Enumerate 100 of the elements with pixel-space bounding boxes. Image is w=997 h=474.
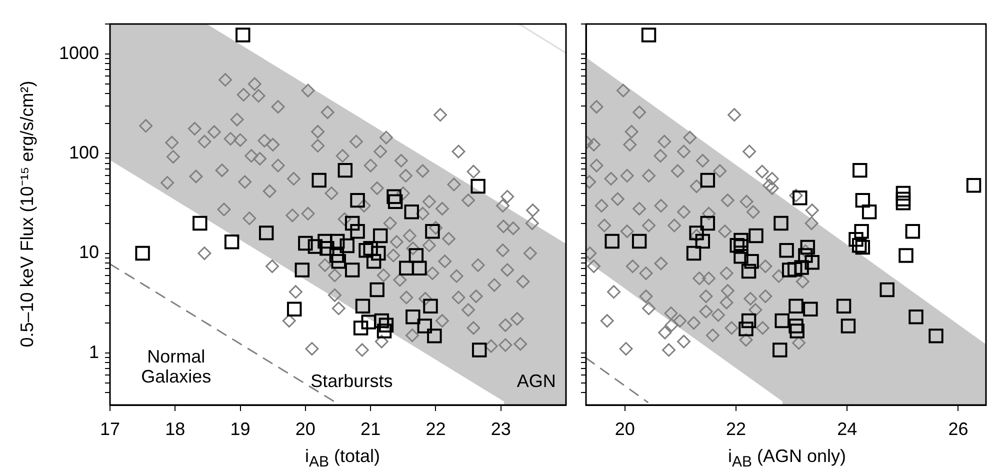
point [386, 189, 402, 204]
point [399, 260, 414, 276]
point [788, 298, 804, 314]
point [852, 238, 867, 253]
point [378, 318, 394, 332]
x-axis-title: i$_{AB}$ (total) [304, 446, 382, 471]
x-tick-label: 24 [837, 418, 858, 439]
point [738, 322, 754, 336]
point [320, 241, 334, 256]
point [896, 186, 911, 201]
point [734, 232, 748, 248]
point [700, 216, 716, 231]
point [896, 196, 911, 210]
point [689, 226, 704, 240]
x-tick-label: 18 [165, 418, 186, 439]
point [803, 302, 818, 316]
point [905, 224, 920, 239]
point [880, 282, 894, 298]
point [371, 246, 386, 261]
point [236, 28, 250, 42]
x-tick-label: 20 [295, 418, 316, 439]
point [840, 318, 856, 334]
y-axis-title: 0.5–10 keV Flux (10⁻¹⁵ erg/s/cm²) [16, 80, 38, 350]
point [741, 264, 756, 279]
y-tick-label: 1000 [58, 42, 99, 63]
point [782, 262, 797, 278]
x-tick-label: 17 [100, 418, 120, 439]
annotation: AGN [516, 371, 556, 392]
point [855, 240, 870, 255]
point [798, 248, 813, 263]
point [361, 314, 376, 330]
point [338, 162, 353, 178]
point [855, 192, 870, 208]
point [406, 309, 420, 324]
x-axis-title: i$_{AB}$ (AGN only) [726, 446, 848, 471]
point [632, 234, 647, 249]
point [344, 216, 360, 231]
point [794, 260, 809, 275]
point [730, 238, 744, 253]
point [472, 342, 487, 358]
point [790, 324, 804, 338]
point [355, 298, 370, 314]
point [329, 248, 344, 263]
point [388, 194, 403, 209]
point [358, 242, 374, 258]
point [896, 192, 911, 206]
point [192, 216, 208, 231]
point [641, 28, 656, 42]
point [836, 298, 852, 314]
point [862, 204, 877, 220]
point [744, 254, 759, 269]
point [425, 224, 440, 239]
point [286, 302, 302, 316]
point [298, 236, 313, 251]
point [966, 178, 982, 193]
point [788, 318, 804, 334]
point [340, 238, 354, 254]
y-tick-label: 10 [78, 242, 99, 262]
point [748, 228, 764, 244]
point [350, 224, 365, 239]
point [417, 318, 432, 334]
point [366, 254, 382, 269]
point [734, 249, 748, 264]
point [848, 232, 864, 247]
point [695, 234, 710, 249]
x-tick-label: 26 [948, 418, 968, 439]
point [604, 234, 620, 249]
y-tick-label: 1 [88, 342, 99, 362]
point [372, 228, 388, 244]
point [331, 254, 346, 269]
point [928, 328, 944, 344]
point [700, 172, 716, 188]
x-tick-label: 19 [230, 418, 250, 439]
point [374, 313, 390, 328]
point [686, 246, 702, 261]
point [258, 226, 274, 240]
point [318, 234, 332, 249]
x-tick-label: 21 [360, 418, 381, 439]
point [908, 309, 924, 324]
point [804, 255, 820, 270]
x-tick-label: 20 [614, 418, 635, 439]
point [788, 262, 802, 277]
point [312, 172, 326, 188]
point [427, 328, 442, 344]
point [294, 262, 310, 278]
point [854, 224, 869, 239]
point [779, 242, 794, 258]
point [224, 234, 240, 250]
x-tick-label: 22 [726, 418, 746, 439]
point [308, 239, 323, 254]
point [370, 282, 384, 298]
point [470, 178, 486, 194]
point [404, 204, 419, 220]
point [800, 240, 816, 255]
point [423, 298, 438, 314]
y-tick-label: 100 [68, 142, 99, 163]
point [135, 246, 150, 261]
annotation: Normal Galaxies [141, 346, 212, 386]
point [353, 320, 368, 336]
point [408, 248, 424, 263]
